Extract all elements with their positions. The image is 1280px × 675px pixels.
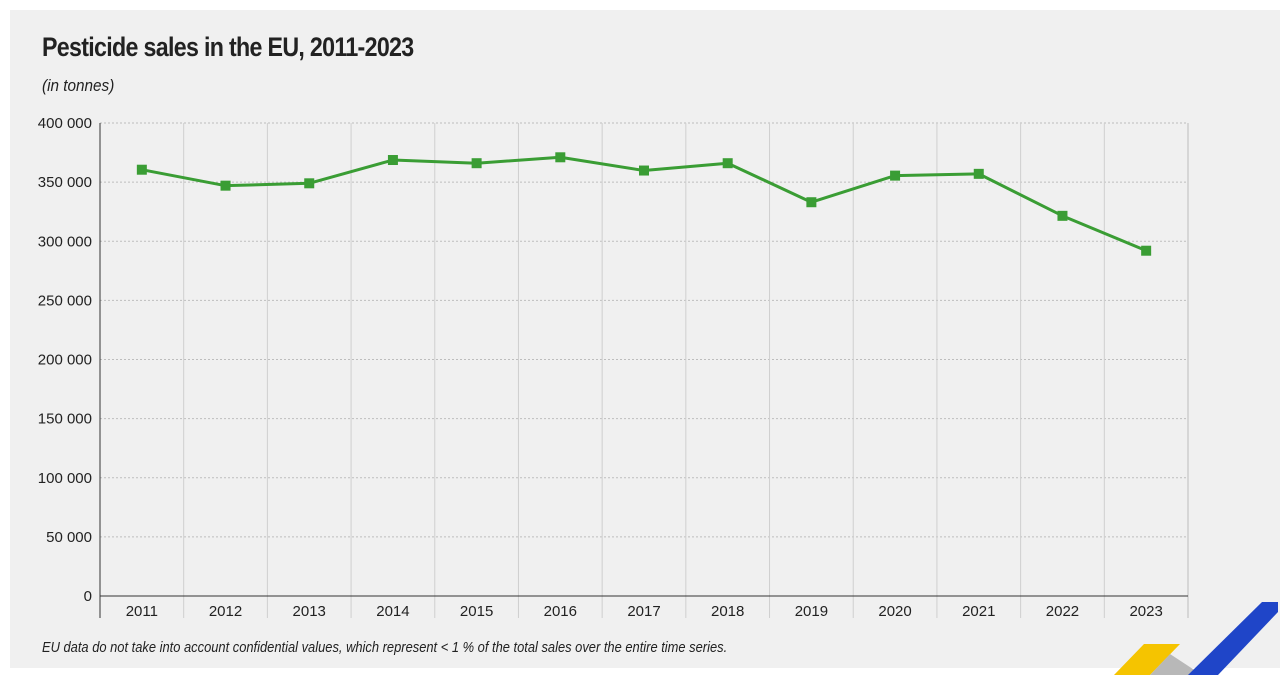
- x-tick-label: 2015: [460, 603, 493, 620]
- data-point: [471, 158, 482, 169]
- data-point: [890, 170, 901, 181]
- data-point: [973, 168, 984, 179]
- data-point: [1057, 210, 1068, 221]
- y-tick-label: 350 000: [38, 174, 92, 191]
- x-tick-label: 2018: [711, 603, 744, 620]
- x-tick-label: 2012: [209, 603, 242, 620]
- y-tick-label: 250 000: [38, 292, 92, 309]
- x-tick-label: 2017: [627, 603, 660, 620]
- data-point: [136, 164, 147, 175]
- chart-footnote: EU data do not take into account confide…: [42, 639, 728, 656]
- chart-subtitle: (in tonnes): [42, 76, 115, 95]
- x-tick-label: 2020: [878, 603, 911, 620]
- x-tick-label: 2014: [376, 603, 409, 620]
- y-tick-label: 200 000: [38, 352, 92, 369]
- y-tick-label: 400 000: [38, 115, 92, 132]
- eurostat-logo: [1114, 602, 1278, 675]
- data-point: [1141, 245, 1152, 256]
- data-point: [555, 152, 566, 163]
- data-point: [806, 197, 817, 208]
- x-tick-label: 2011: [126, 603, 158, 620]
- x-tick-label: 2021: [962, 603, 995, 620]
- x-tick-label: 2022: [1046, 603, 1079, 620]
- x-tick-label: 2013: [293, 603, 326, 620]
- x-tick-label: 2019: [795, 603, 828, 620]
- x-axis: 2011 2012 2013 2014 2015 2016 2017 2018 2019 2020…: [100, 595, 1188, 620]
- chart-panel: [10, 10, 1280, 668]
- data-point: [304, 178, 315, 189]
- y-tick-label: 0: [84, 588, 92, 605]
- y-tick-label: 150 000: [38, 411, 92, 428]
- x-tick-label: 2016: [544, 603, 577, 620]
- data-point: [387, 155, 398, 166]
- x-tick-label: 2023: [1129, 603, 1162, 620]
- chart-title: Pesticide sales in the EU, 2011-2023: [42, 32, 414, 62]
- data-point: [639, 165, 649, 176]
- data-point: [722, 158, 733, 169]
- grid-lines: [100, 122, 1189, 618]
- y-tick-label: 50 000: [46, 529, 92, 546]
- data-series: [136, 152, 1152, 256]
- data-point: [220, 180, 231, 191]
- y-tick-label: 300 000: [38, 233, 92, 250]
- y-axis: 0 50 000 100 000 150 000 200 000 250 000 300 0…: [38, 115, 101, 618]
- y-tick-label: 100 000: [38, 470, 92, 487]
